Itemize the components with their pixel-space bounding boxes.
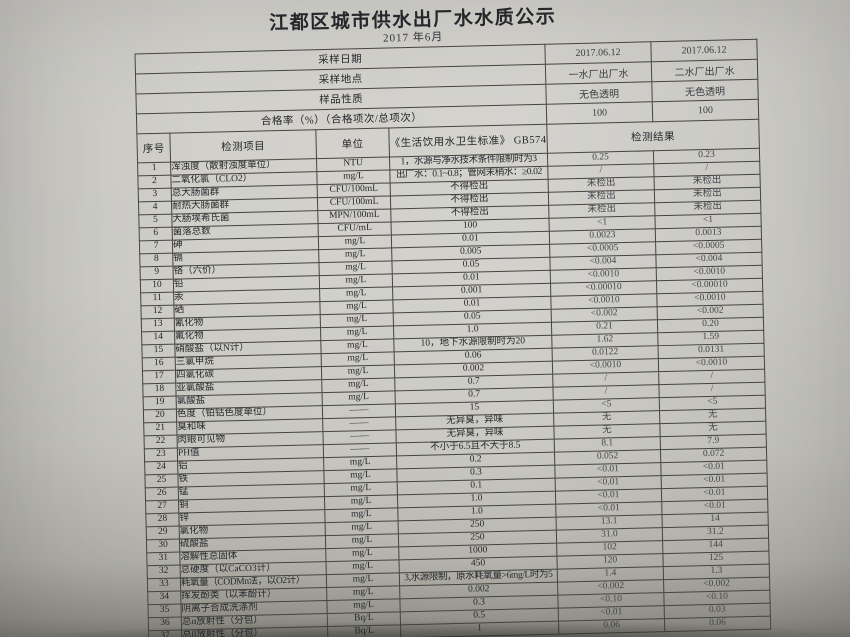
plant2-pass-rate: 100 (652, 99, 759, 122)
paper-sheet: 江都区城市供水出厂水水质公示 2017 年6月 采样日期 2017.06.12 … (134, 2, 773, 637)
plant1-sampling-date: 2017.06.12 (544, 41, 652, 65)
cell-no: 23 (144, 448, 178, 462)
cell-no: 3 (138, 188, 172, 202)
plant2-location: 二水厂出厂水 (651, 59, 758, 82)
plant2-sampling-date: 2017.06.12 (650, 39, 758, 62)
cell-no: 25 (144, 474, 179, 488)
cell-no: 27 (145, 500, 179, 514)
cell-no: 15 (141, 344, 176, 358)
cell-no: 1 (137, 162, 171, 176)
cell-no: 32 (147, 565, 181, 579)
cell-no: 12 (140, 305, 175, 319)
cell-no: 17 (142, 370, 176, 384)
plant2-sample-nature: 无色透明 (651, 79, 759, 102)
water-quality-table: 采样日期 2017.06.12 2017.06.12 采样地点 一水厂出厂水 二… (134, 39, 771, 637)
cell-no: 35 (147, 604, 182, 618)
col-header-item: 检测项目 (169, 129, 317, 163)
cell-no: 18 (142, 383, 177, 397)
cell-no: 34 (147, 591, 181, 605)
cell-no: 10 (140, 279, 174, 293)
cell-no: 19 (143, 396, 177, 410)
info-section: 采样日期 2017.06.12 2017.06.12 采样地点 一水厂出厂水 二… (134, 39, 759, 134)
plant1-sample-nature: 无色透明 (545, 81, 653, 105)
cell-no: 20 (143, 409, 177, 423)
cell-no: 2 (137, 175, 172, 189)
cell-no: 33 (147, 578, 181, 592)
col-header-unit: 单位 (315, 127, 390, 159)
cell-no: 4 (138, 201, 172, 215)
cell-no: 13 (141, 318, 175, 332)
cell-no: 8 (139, 253, 174, 267)
cell-no: 29 (146, 526, 180, 540)
cell-no: 22 (143, 435, 178, 449)
cell-no: 11 (140, 292, 174, 306)
cell-no: 16 (142, 357, 176, 371)
cell-no: 6 (139, 227, 173, 241)
cell-no: 28 (145, 513, 180, 527)
table-body: 1 浑浊度（散射浊度单位） NTU 1，水源与净水技术条件限制时为3 0.25 0.23 2… (137, 148, 771, 637)
cell-no: 14 (141, 331, 175, 345)
cell-no: 31 (146, 552, 181, 566)
plant1-location: 一水厂出厂水 (545, 61, 652, 85)
cell-no: 30 (146, 539, 180, 553)
cell-no: 24 (144, 461, 178, 475)
col-header-standard: 《生活饮用水卫生标准》 GB5749 (388, 124, 548, 157)
cell-no: 21 (143, 422, 177, 436)
cell-no: 26 (145, 487, 179, 501)
cell-no: 7 (139, 240, 173, 254)
col-header-index: 序号 (136, 133, 171, 163)
cell-no: 5 (138, 214, 173, 228)
plant1-pass-rate: 100 (546, 101, 653, 125)
cell-no: 9 (140, 266, 174, 280)
